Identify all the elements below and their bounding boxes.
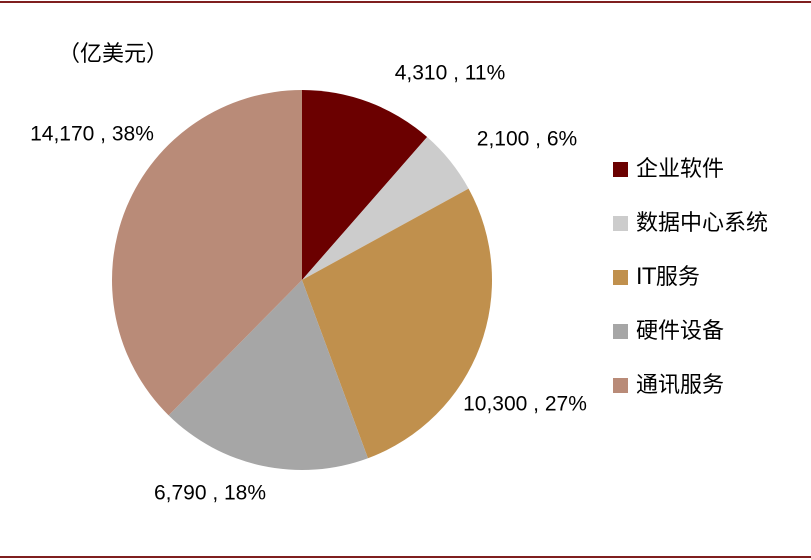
legend-label: 数据中心系统	[636, 211, 768, 236]
value-label: 10,300 , 27%	[463, 393, 587, 416]
pie-slice	[302, 90, 428, 280]
legend-swatch	[613, 378, 628, 393]
legend-label: 硬件设备	[636, 319, 724, 344]
legend-label: 企业软件	[636, 157, 724, 182]
pie-slice	[302, 188, 492, 459]
legend-swatch	[613, 324, 628, 339]
value-label: 4,310 , 11%	[395, 62, 506, 85]
legend-swatch	[613, 216, 628, 231]
legend-swatch	[613, 270, 628, 285]
legend-label: 通讯服务	[636, 373, 724, 398]
value-label: 6,790 , 18%	[154, 482, 266, 505]
legend-label: IT服务	[636, 265, 700, 290]
pie-slice	[168, 280, 368, 471]
value-label: 2,100 , 6%	[477, 128, 577, 151]
pie-slice	[111, 90, 302, 416]
unit-label: （亿美元）	[58, 42, 168, 67]
legend-swatch	[613, 162, 628, 177]
pie-slice	[302, 137, 469, 280]
value-label: 14,170 , 38%	[30, 123, 154, 146]
